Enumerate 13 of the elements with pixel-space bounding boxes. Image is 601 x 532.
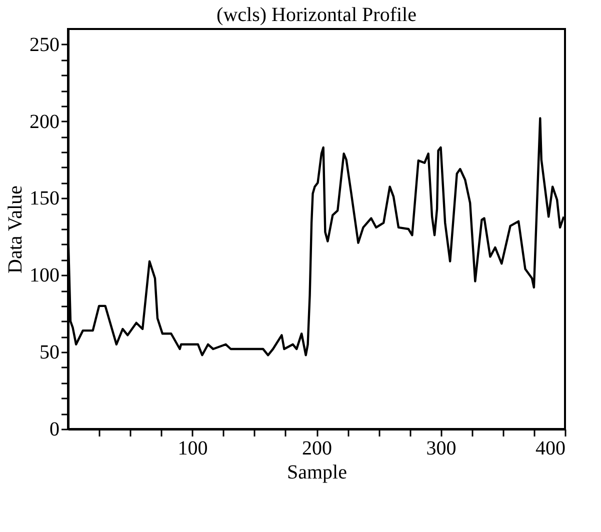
x-tick-label: 200: [302, 438, 332, 460]
y-tick-label: 150: [30, 188, 60, 210]
y-tick-label: 0: [50, 418, 60, 440]
y-tick-label: 250: [30, 34, 60, 56]
chart-title: (wcls) Horizontal Profile: [216, 4, 417, 26]
x-tick-label: 300: [426, 438, 456, 460]
x-axis-title: Sample: [287, 462, 348, 484]
x-tick-label: 400: [536, 438, 566, 460]
x-tick-label: 100: [178, 438, 208, 460]
y-tick-label: 100: [30, 264, 60, 287]
y-tick-label: 200: [30, 110, 60, 133]
y-axis-title: Data Value: [4, 185, 26, 274]
y-tick-label: 50: [40, 342, 60, 364]
